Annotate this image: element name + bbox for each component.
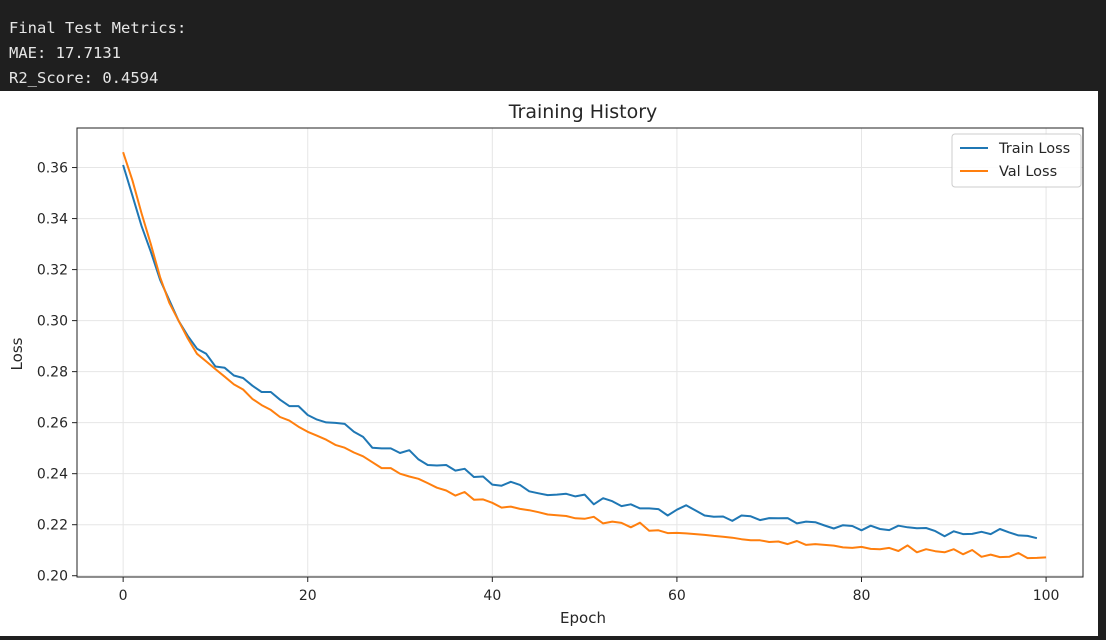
chart-title: Training History	[508, 101, 658, 123]
x-tick-label: 60	[668, 588, 686, 604]
series-line-val-loss	[122, 151, 1047, 560]
y-tick-label: 0.26	[37, 416, 68, 432]
series-lines	[122, 151, 1047, 560]
y-tick-label: 0.34	[37, 212, 68, 228]
chart-figure: 0 20 40 60 80 100 0.20 0.22 0.24 0.26 0.28 0.30 0.3…	[0, 91, 1098, 636]
window-edge	[1098, 91, 1106, 636]
x-tick-label: 0	[119, 588, 128, 604]
console-line-r2: R2_Score: 0.4594	[9, 69, 159, 87]
x-tick-label: 100	[1033, 588, 1060, 604]
training-history-chart: 0 20 40 60 80 100 0.20 0.22 0.24 0.26 0.28 0.30 0.3…	[8, 101, 1084, 627]
console-line-heading: Final Test Metrics:	[9, 19, 187, 37]
y-axis-label: Loss	[8, 337, 26, 370]
console-line-mae: MAE: 17.7131	[9, 44, 121, 62]
y-tick-label: 0.22	[37, 518, 68, 534]
y-tick-label: 0.36	[37, 161, 68, 177]
x-tick-label: 40	[483, 588, 501, 604]
y-axis: 0.20 0.22 0.24 0.26 0.28 0.30 0.32 0.34 0.36	[37, 161, 77, 585]
y-tick-label: 0.20	[37, 569, 68, 585]
output-console: Final Test Metrics: MAE: 17.7131 R2_Scor…	[0, 0, 1106, 91]
x-axis-label: Epoch	[560, 609, 606, 627]
x-tick-label: 20	[299, 588, 317, 604]
grid-lines	[77, 128, 1083, 577]
legend-label-train-loss: Train Loss	[998, 141, 1070, 157]
y-tick-label: 0.32	[37, 263, 68, 279]
y-tick-label: 0.30	[37, 314, 68, 330]
plot-frame	[76, 127, 1084, 578]
series-line-train-loss	[122, 164, 1038, 540]
y-tick-label: 0.28	[37, 365, 68, 381]
y-tick-label: 0.24	[37, 467, 68, 483]
x-axis: 0 20 40 60 80 100	[119, 577, 1060, 604]
legend: Train Loss Val Loss	[951, 133, 1082, 188]
x-tick-label: 80	[853, 588, 871, 604]
legend-label-val-loss: Val Loss	[999, 164, 1057, 180]
